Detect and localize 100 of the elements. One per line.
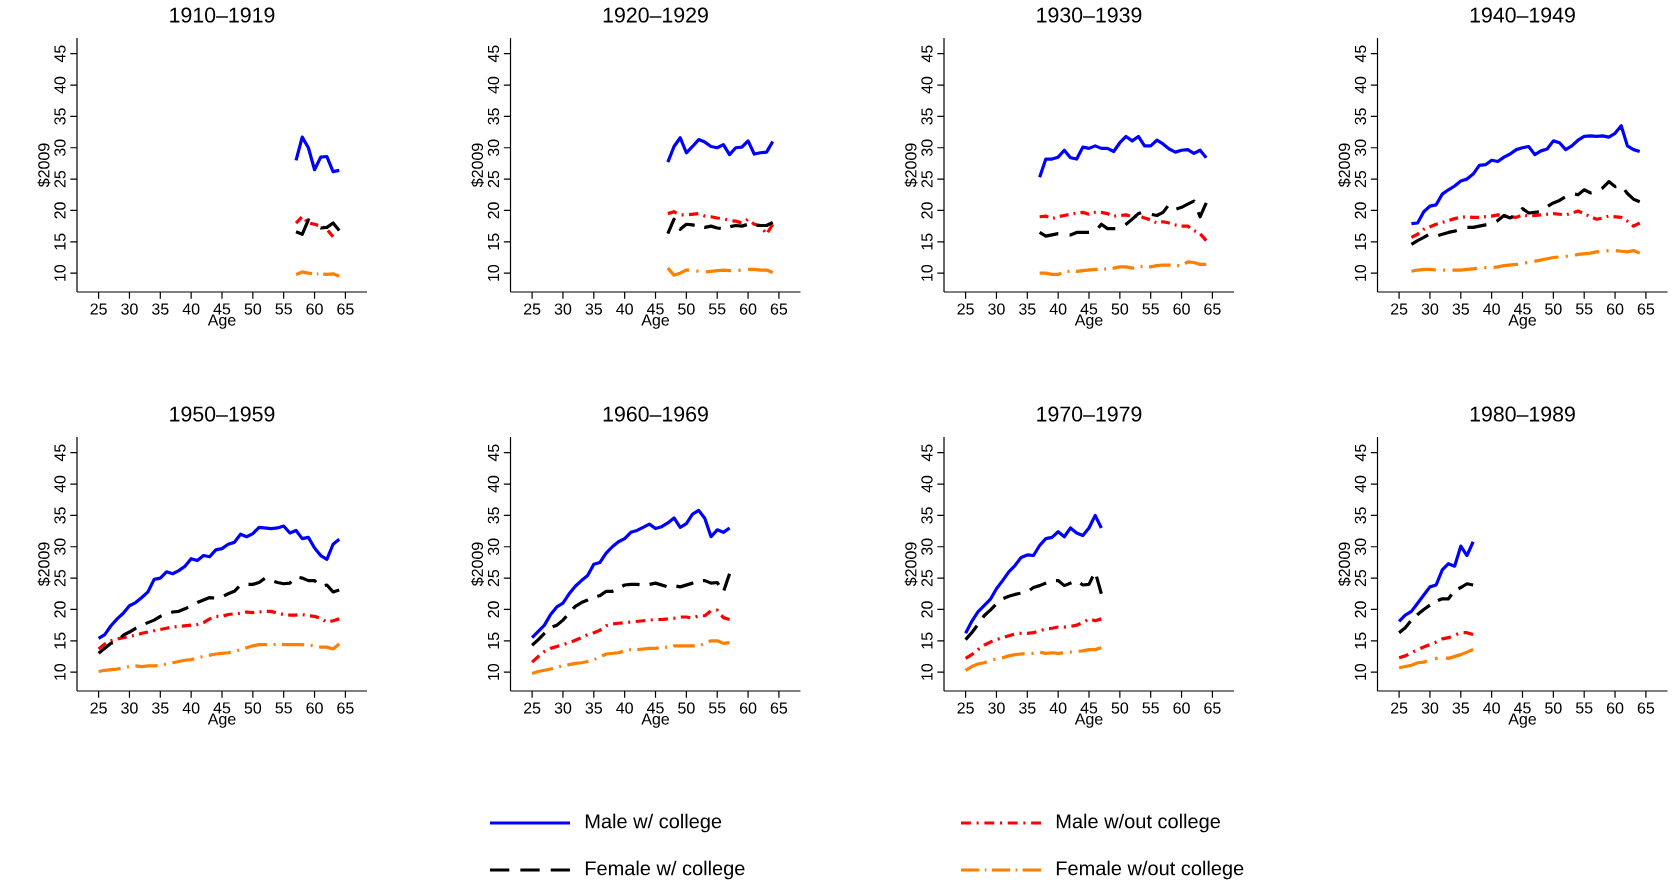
y-tick-label: 45 bbox=[1354, 45, 1367, 63]
y-tick-label: 15 bbox=[54, 233, 66, 250]
x-tick-label: 35 bbox=[152, 303, 169, 315]
x-tick-label: 55 bbox=[1142, 303, 1159, 315]
x-tick-label: 50 bbox=[1545, 702, 1562, 714]
x-tick-label: 50 bbox=[244, 303, 262, 315]
line-series bbox=[530, 508, 732, 640]
x-tick-label: 50 bbox=[1111, 702, 1129, 714]
x-tick-label: 40 bbox=[616, 303, 633, 315]
chart-title: 1960–1969 bbox=[603, 406, 708, 422]
line-series bbox=[294, 215, 335, 239]
y-tick-label: 45 bbox=[487, 444, 500, 462]
y-tick-label: 40 bbox=[487, 475, 500, 493]
y-tick-label: 10 bbox=[54, 264, 66, 281]
y-axis-title: $2009 bbox=[37, 143, 51, 188]
x-tick-label: 60 bbox=[1606, 303, 1624, 315]
x-axis-title: Age bbox=[207, 314, 236, 329]
y-tick-label: 10 bbox=[1354, 663, 1367, 680]
x-axis-title: Age bbox=[1074, 314, 1103, 329]
x-tick-label: 35 bbox=[585, 303, 603, 315]
y-tick-label: 20 bbox=[487, 601, 500, 618]
x-tick-label: 30 bbox=[121, 303, 138, 315]
y-tick-label: 20 bbox=[921, 601, 933, 618]
y-tick-label: 15 bbox=[487, 632, 500, 649]
y-tick-label: 40 bbox=[54, 76, 66, 94]
y-tick-label: 25 bbox=[487, 569, 500, 587]
x-tick-label: 30 bbox=[554, 303, 572, 315]
chart-title: 1950–1959 bbox=[170, 406, 275, 422]
line-series bbox=[294, 218, 341, 236]
x-tick-label: 40 bbox=[1049, 303, 1067, 315]
y-tick-label: 35 bbox=[1354, 507, 1367, 524]
y-tick-label: 20 bbox=[1354, 601, 1367, 618]
y-tick-label: 35 bbox=[1354, 108, 1367, 125]
y-tick-label: 45 bbox=[54, 45, 66, 63]
y-tick-label: 25 bbox=[921, 170, 933, 188]
line-series bbox=[1409, 124, 1642, 226]
y-axis-title: $2009 bbox=[37, 542, 51, 587]
line-series bbox=[294, 135, 341, 174]
y-tick-label: 30 bbox=[921, 538, 933, 556]
x-tick-label: 65 bbox=[1637, 303, 1655, 315]
y-tick-label: 15 bbox=[921, 233, 933, 250]
x-tick-label: 55 bbox=[275, 303, 292, 315]
line-series bbox=[964, 513, 1103, 635]
x-tick-label: 55 bbox=[1575, 303, 1593, 315]
x-tick-label: 55 bbox=[708, 303, 726, 315]
x-tick-label: 45 bbox=[1080, 702, 1098, 714]
y-axis-title: $2009 bbox=[471, 143, 484, 188]
y-tick-label: 25 bbox=[1354, 170, 1367, 188]
y-tick-label: 30 bbox=[1354, 139, 1367, 157]
y-tick-label: 45 bbox=[1354, 444, 1367, 462]
y-tick-label: 20 bbox=[54, 601, 66, 618]
x-tick-label: 25 bbox=[524, 702, 541, 714]
y-tick-label: 10 bbox=[1354, 264, 1367, 281]
y-tick-label: 45 bbox=[921, 444, 933, 462]
x-tick-label: 50 bbox=[1111, 303, 1129, 315]
y-tick-label: 35 bbox=[921, 108, 933, 125]
legend-label: Male w/ college bbox=[585, 813, 722, 833]
y-tick-label: 40 bbox=[54, 475, 66, 493]
x-tick-label: 35 bbox=[585, 702, 603, 714]
y-axis-title: $2009 bbox=[1338, 542, 1351, 587]
x-tick-label: 30 bbox=[988, 702, 1005, 714]
y-tick-label: 20 bbox=[921, 202, 933, 219]
y-tick-label: 10 bbox=[921, 663, 933, 680]
x-tick-label: 65 bbox=[1637, 702, 1655, 714]
legend-label: Female w/out college bbox=[1056, 860, 1244, 880]
y-tick-label: 35 bbox=[487, 507, 500, 524]
x-tick-label: 40 bbox=[1483, 702, 1500, 714]
line-series bbox=[1397, 540, 1475, 623]
x-tick-label: 45 bbox=[646, 702, 664, 714]
y-axis-title: $2009 bbox=[904, 143, 918, 188]
y-tick-label: 25 bbox=[54, 569, 66, 587]
line-series bbox=[964, 617, 1103, 660]
x-tick-label: 30 bbox=[1421, 303, 1439, 315]
x-tick-label: 50 bbox=[678, 702, 695, 714]
y-tick-label: 35 bbox=[921, 507, 933, 524]
x-tick-label: 65 bbox=[337, 303, 354, 315]
y-tick-label: 15 bbox=[54, 632, 66, 649]
x-tick-label: 45 bbox=[213, 702, 231, 714]
x-tick-label: 25 bbox=[1390, 702, 1408, 714]
y-tick-label: 10 bbox=[921, 264, 933, 281]
x-tick-label: 30 bbox=[988, 303, 1005, 315]
x-tick-label: 40 bbox=[182, 303, 200, 315]
x-tick-label: 45 bbox=[646, 303, 664, 315]
x-tick-label: 65 bbox=[337, 702, 354, 714]
x-tick-label: 25 bbox=[957, 702, 974, 714]
y-tick-label: 25 bbox=[921, 569, 933, 587]
chart-title: 1930–1939 bbox=[1037, 7, 1142, 23]
x-tick-label: 35 bbox=[1452, 303, 1470, 315]
y-tick-label: 40 bbox=[921, 76, 933, 94]
x-tick-label: 65 bbox=[1204, 702, 1221, 714]
x-tick-label: 65 bbox=[1204, 303, 1221, 315]
chart-title: 1910–1919 bbox=[170, 7, 275, 23]
x-tick-label: 35 bbox=[1019, 702, 1036, 714]
y-axis-title: $2009 bbox=[471, 542, 484, 587]
x-tick-label: 65 bbox=[770, 303, 788, 315]
x-tick-label: 35 bbox=[1019, 303, 1036, 315]
x-tick-label: 60 bbox=[739, 702, 757, 714]
x-tick-label: 60 bbox=[1606, 702, 1624, 714]
y-tick-label: 15 bbox=[921, 632, 933, 649]
y-tick-label: 30 bbox=[487, 139, 500, 157]
